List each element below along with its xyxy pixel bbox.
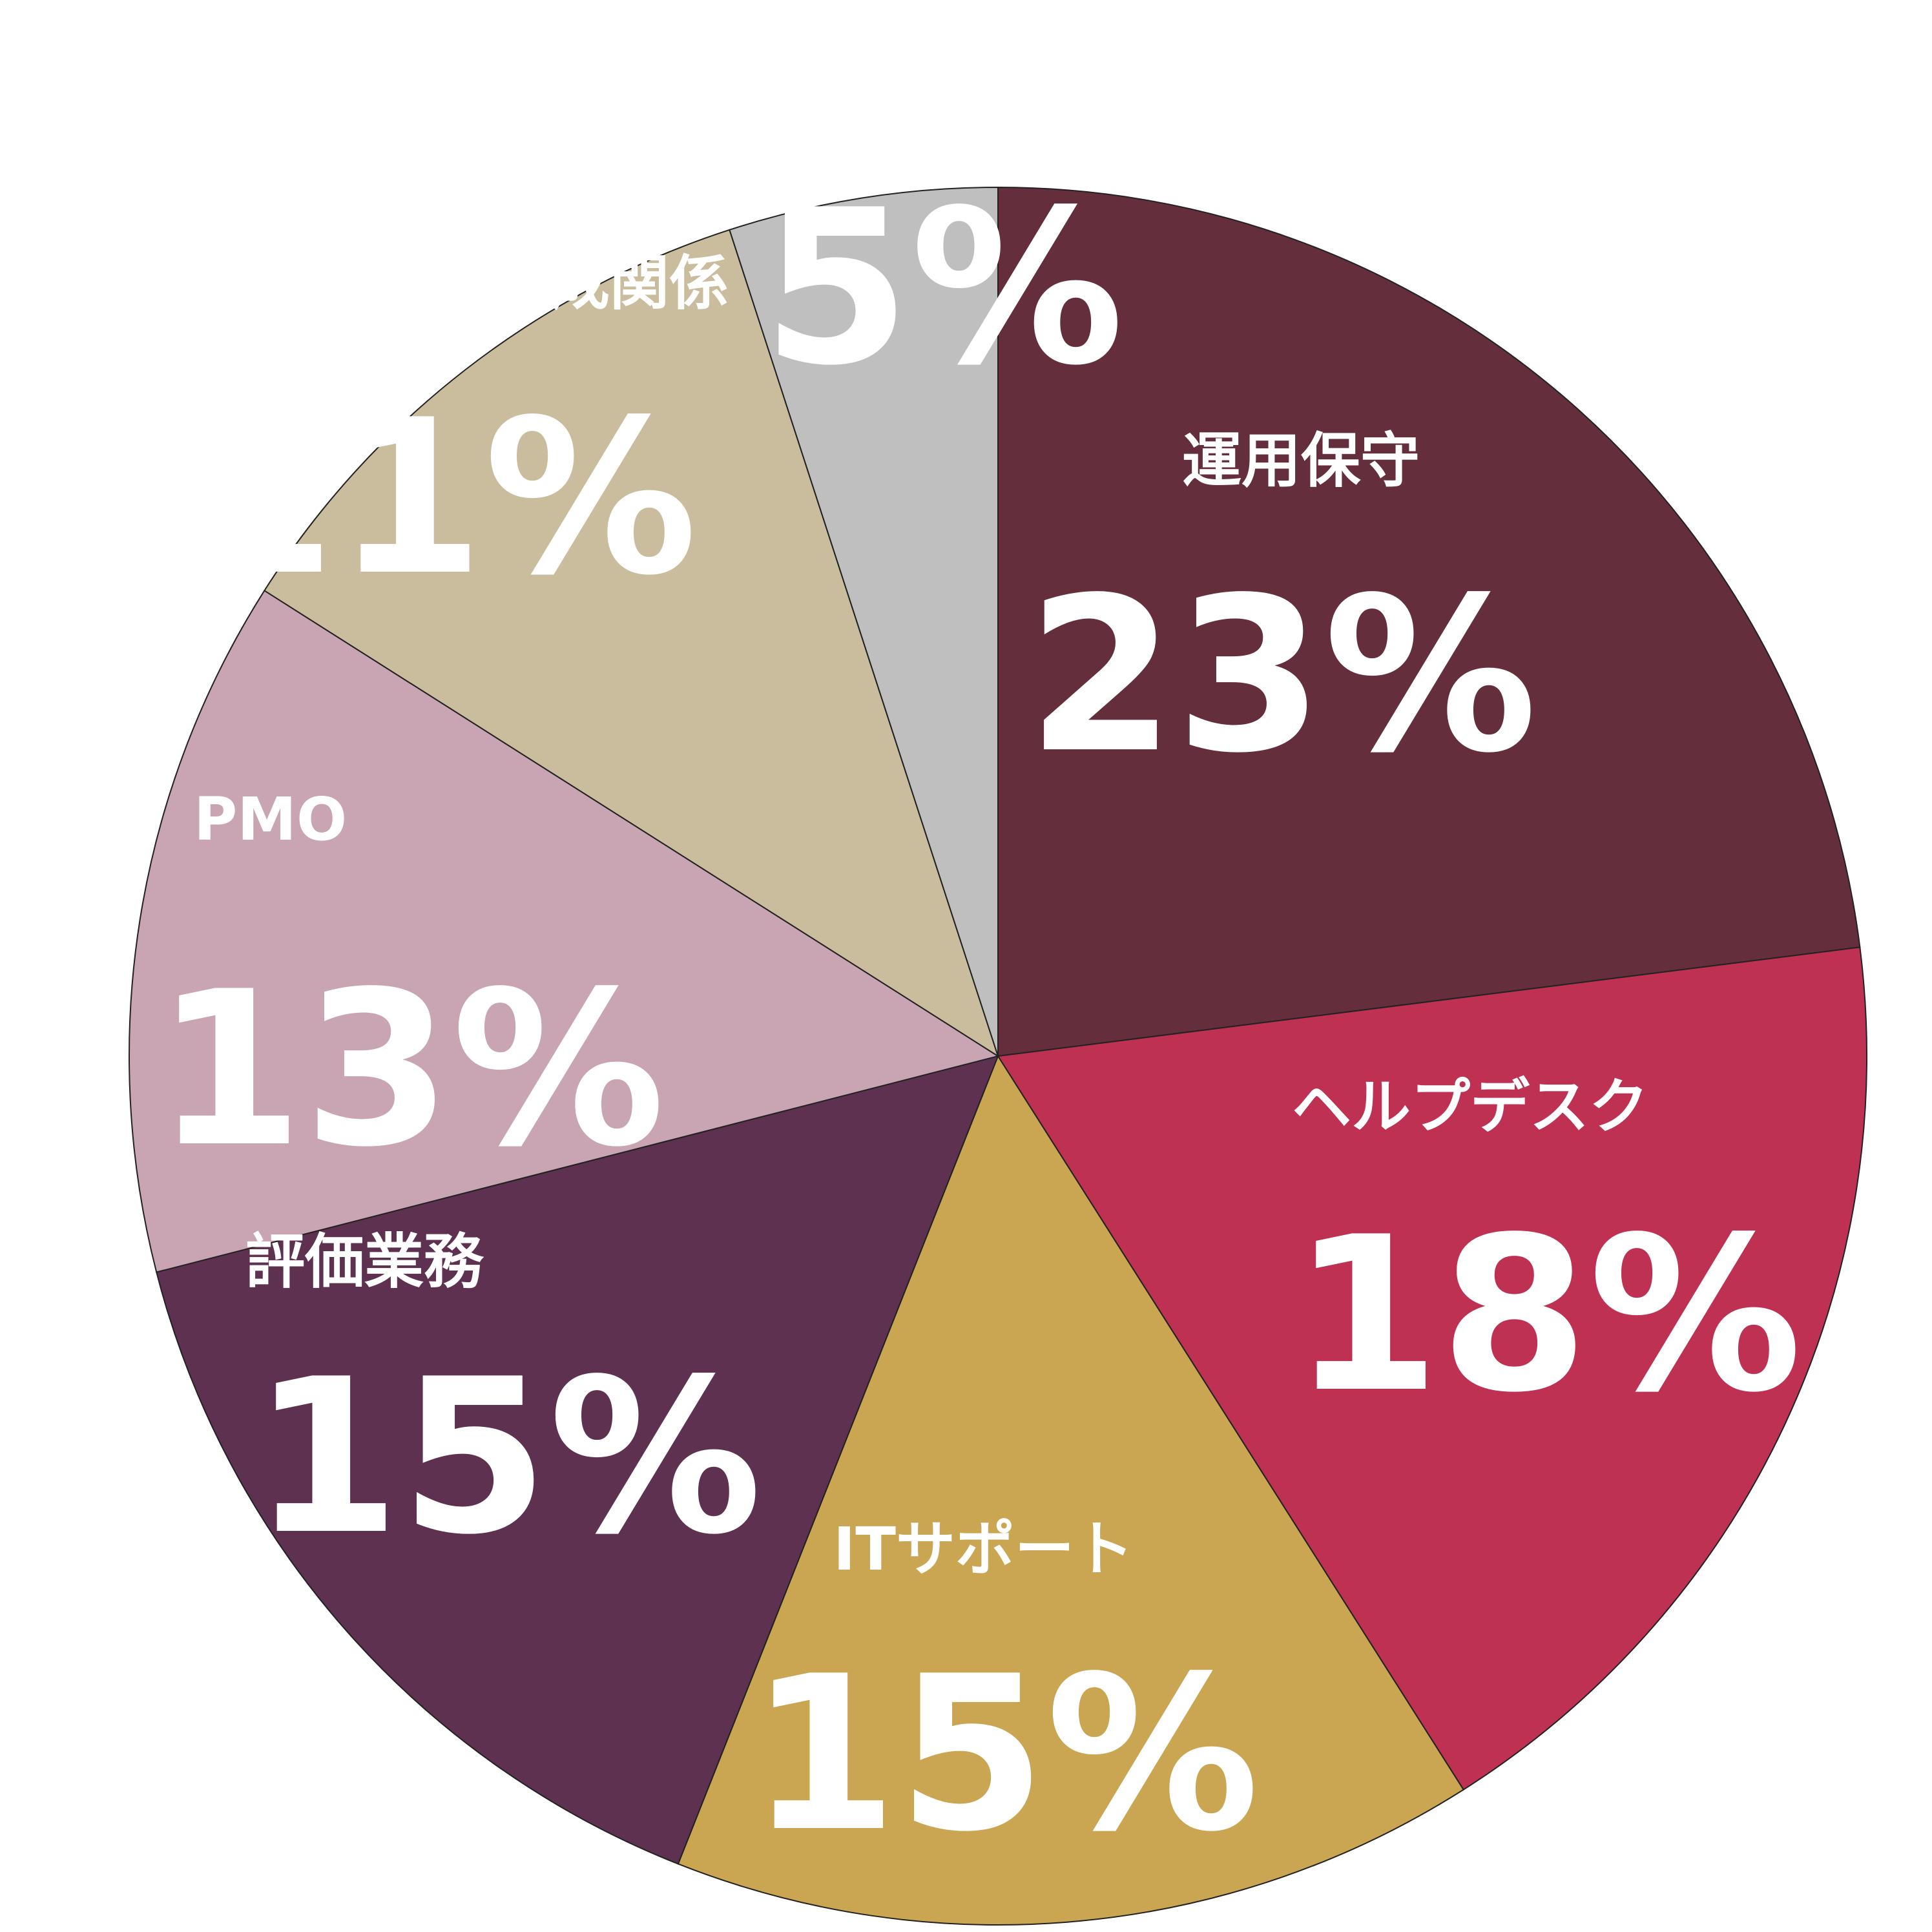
slice-category-label: その他 [801, 42, 979, 111]
slice-percent-label: 5% [762, 164, 1124, 412]
pie-slice [997, 946, 1867, 1791]
slice-category-label: 評価業務 [245, 1227, 484, 1296]
slice-category-label: 運用保守 [1182, 426, 1420, 495]
slice-category-label: ITサポート [833, 1515, 1134, 1584]
pie-slice [156, 1055, 999, 1865]
pie-slice [677, 1054, 1465, 1926]
slice-category-label: ヘルプデスク [1292, 1072, 1648, 1141]
pie-slice [263, 229, 999, 1058]
slice-category-label: PMO [194, 785, 347, 854]
pie-slice [997, 186, 1861, 1057]
slice-percent-label: 15% [252, 1333, 762, 1581]
slice-category-label: 研修・書類作成関係 [194, 249, 729, 318]
pie-slice [129, 589, 1000, 1273]
slice-percent-label: 11% [187, 374, 698, 622]
slice-percent-label: 23% [1027, 552, 1537, 800]
pie-slice [729, 186, 999, 1057]
slice-percent-label: 13% [155, 946, 665, 1194]
slice-percent-label: 15% [749, 1630, 1260, 1878]
pie-slices [129, 186, 1867, 1926]
pie-labels: 運用保守 23% ヘルプデスク 18% ITサポート 15% 評価業務 15% PMO 13% 研修… [155, 42, 1802, 1878]
slice-percent-label: 18% [1292, 1191, 1802, 1439]
